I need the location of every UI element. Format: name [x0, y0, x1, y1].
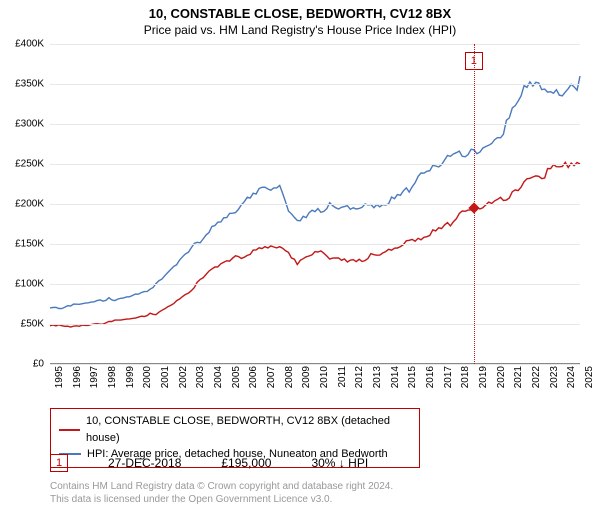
y-tick-label: £200K [15, 199, 44, 210]
grid-line [50, 364, 580, 365]
transaction-date: 27-DEC-2018 [108, 456, 181, 470]
y-tick-label: £400K [15, 39, 44, 50]
x-tick-label: 2009 [301, 366, 312, 388]
x-tick-label: 2015 [407, 366, 418, 388]
grid-line [50, 284, 580, 285]
x-tick-label: 2007 [266, 366, 277, 388]
x-tick-label: 2008 [284, 366, 295, 388]
chart-subtitle: Price paid vs. HM Land Registry's House … [0, 21, 600, 43]
series-hpi [50, 76, 580, 309]
x-tick-label: 2014 [390, 366, 401, 388]
y-axis: £0£50K£100K£150K£200K£250K£300K£350K£400… [0, 44, 48, 364]
y-tick-label: £100K [15, 279, 44, 290]
footer: Contains HM Land Registry data © Crown c… [50, 480, 393, 506]
transaction-price: £195,000 [221, 456, 271, 470]
y-tick-label: £0 [33, 359, 44, 370]
x-tick-label: 2018 [460, 366, 471, 388]
grid-line [50, 244, 580, 245]
x-tick-label: 2006 [248, 366, 259, 388]
x-axis: 1995 1996 1997 1998 1999 2000 2001 2002 2003 2004… [50, 366, 580, 406]
grid-line [50, 84, 580, 85]
x-tick-label: 2011 [337, 366, 348, 388]
x-tick-label: 2016 [425, 366, 436, 388]
y-tick-label: £300K [15, 119, 44, 130]
legend-item: 10, CONSTABLE CLOSE, BEDWORTH, CV12 8BX … [59, 413, 411, 446]
x-tick-label: 1996 [72, 366, 83, 388]
y-tick-label: £150K [15, 239, 44, 250]
x-tick-label: 2010 [319, 366, 330, 388]
footer-line-1: Contains HM Land Registry data © Crown c… [50, 480, 393, 493]
plot-area [50, 44, 580, 364]
chart-title: 10, CONSTABLE CLOSE, BEDWORTH, CV12 8BX [0, 0, 600, 21]
x-tick-label: 2023 [549, 366, 560, 388]
x-tick-label: 2021 [513, 366, 524, 388]
x-tick-label: 2012 [354, 366, 365, 388]
x-tick-label: 2002 [178, 366, 189, 388]
grid-line [50, 164, 580, 165]
grid-line [50, 324, 580, 325]
x-tick-label: 1998 [107, 366, 118, 388]
grid-line [50, 44, 580, 45]
footer-line-2: This data is licensed under the Open Gov… [50, 493, 393, 506]
transaction-marker: 1 [50, 454, 68, 472]
transaction-pct: 30% ↓ HPI [311, 456, 368, 470]
legend-label: 10, CONSTABLE CLOSE, BEDWORTH, CV12 8BX … [86, 413, 411, 446]
x-tick-label: 2013 [372, 366, 383, 388]
x-tick-label: 2005 [231, 366, 242, 388]
y-tick-label: £250K [15, 159, 44, 170]
x-tick-label: 2000 [142, 366, 153, 388]
y-tick-label: £350K [15, 79, 44, 90]
x-tick-label: 2003 [195, 366, 206, 388]
x-tick-label: 2017 [443, 366, 454, 388]
x-tick-label: 2024 [566, 366, 577, 388]
transaction-row: 1 27-DEC-2018 £195,000 30% ↓ HPI [50, 454, 580, 472]
x-tick-label: 2001 [160, 366, 171, 388]
chart-wrap: £0£50K£100K£150K£200K£250K£300K£350K£400… [0, 44, 600, 394]
x-tick-label: 2022 [531, 366, 542, 388]
grid-line [50, 204, 580, 205]
x-tick-label: 1999 [125, 366, 136, 388]
legend-swatch [59, 429, 80, 431]
y-tick-label: £50K [21, 319, 44, 330]
x-tick-label: 2025 [584, 366, 595, 388]
grid-line [50, 124, 580, 125]
x-tick-label: 2004 [213, 366, 224, 388]
x-tick-label: 1997 [89, 366, 100, 388]
x-tick-label: 1995 [54, 366, 65, 388]
x-tick-label: 2020 [496, 366, 507, 388]
x-tick-label: 2019 [478, 366, 489, 388]
